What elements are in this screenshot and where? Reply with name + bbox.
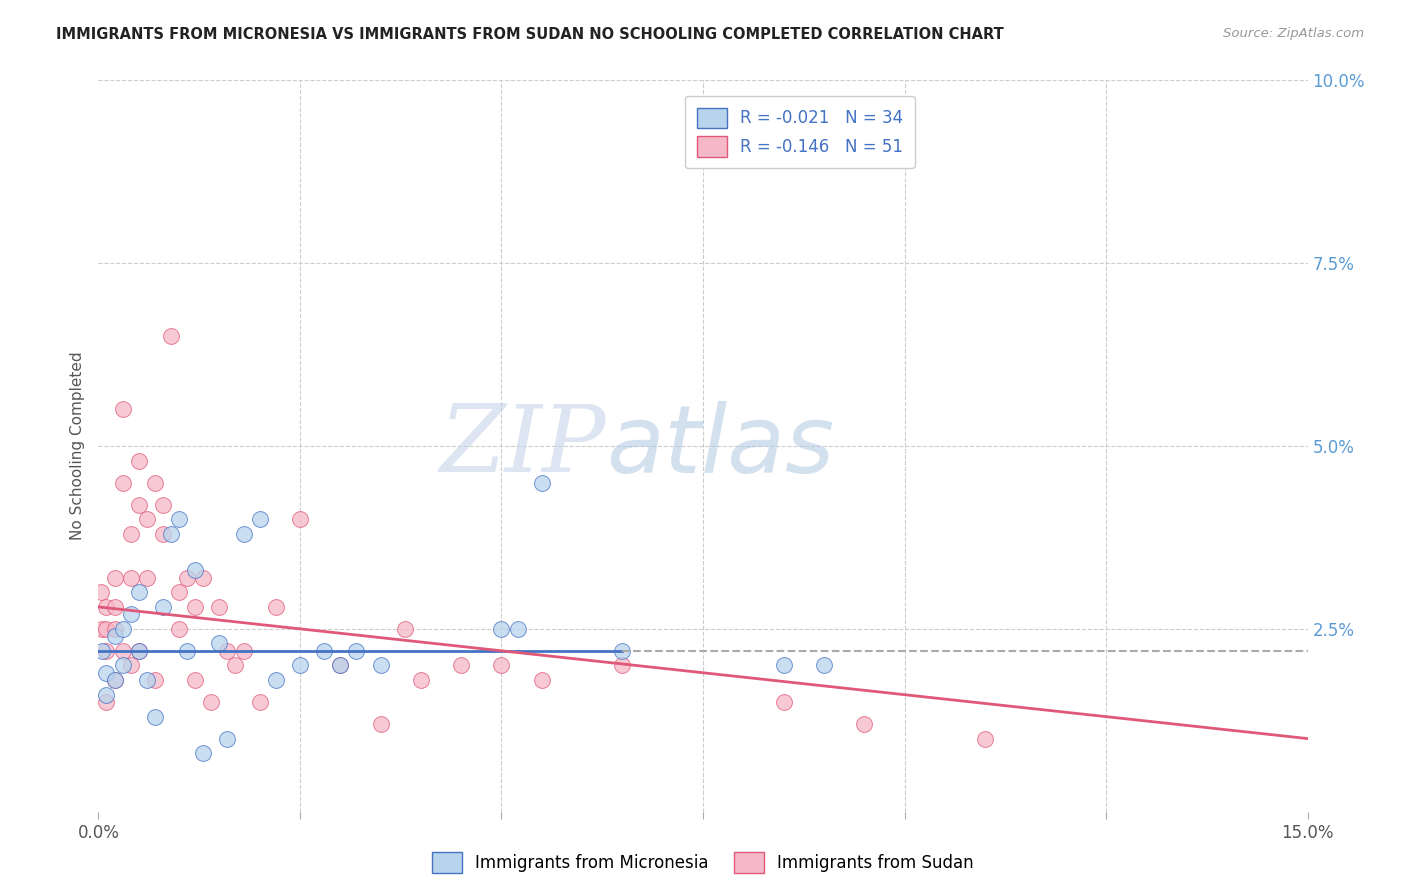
- Point: [167, 622, 190, 636]
- Point: [91, 644, 114, 658]
- Point: [530, 475, 553, 490]
- Point: [152, 599, 174, 614]
- Point: [90, 585, 112, 599]
- Point: [409, 673, 432, 687]
- Point: [96, 688, 118, 702]
- Point: [167, 585, 190, 599]
- Text: atlas: atlas: [606, 401, 835, 491]
- Point: [103, 629, 125, 643]
- Point: [491, 622, 513, 636]
- Point: [853, 717, 876, 731]
- Point: [120, 526, 142, 541]
- Point: [111, 644, 134, 658]
- Point: [91, 622, 114, 636]
- Point: [103, 571, 125, 585]
- Point: [249, 512, 271, 526]
- Point: [491, 658, 513, 673]
- Point: [217, 644, 239, 658]
- Text: ZIP: ZIP: [440, 401, 606, 491]
- Point: [184, 599, 207, 614]
- Point: [370, 658, 392, 673]
- Point: [217, 731, 239, 746]
- Point: [96, 644, 118, 658]
- Point: [128, 585, 150, 599]
- Point: [200, 695, 222, 709]
- Point: [103, 599, 125, 614]
- Point: [152, 526, 174, 541]
- Point: [772, 658, 794, 673]
- Point: [249, 695, 271, 709]
- Point: [329, 658, 352, 673]
- Point: [370, 717, 392, 731]
- Point: [152, 498, 174, 512]
- Point: [111, 658, 134, 673]
- Point: [329, 658, 352, 673]
- Point: [176, 571, 198, 585]
- Point: [128, 453, 150, 467]
- Point: [772, 695, 794, 709]
- Point: [143, 709, 166, 723]
- Point: [128, 644, 150, 658]
- Point: [96, 695, 118, 709]
- Point: [96, 622, 118, 636]
- Point: [96, 599, 118, 614]
- Point: [135, 512, 157, 526]
- Text: Source: ZipAtlas.com: Source: ZipAtlas.com: [1223, 27, 1364, 40]
- Point: [232, 644, 254, 658]
- Point: [264, 599, 287, 614]
- Point: [224, 658, 246, 673]
- Point: [193, 746, 215, 760]
- Point: [103, 673, 125, 687]
- Point: [184, 563, 207, 577]
- Point: [288, 512, 311, 526]
- Point: [264, 673, 287, 687]
- Point: [394, 622, 416, 636]
- Point: [103, 622, 125, 636]
- Legend: Immigrants from Micronesia, Immigrants from Sudan: Immigrants from Micronesia, Immigrants f…: [426, 846, 980, 880]
- Point: [111, 402, 134, 417]
- Point: [103, 673, 125, 687]
- Point: [612, 644, 634, 658]
- Point: [120, 607, 142, 622]
- Point: [176, 644, 198, 658]
- Point: [193, 571, 215, 585]
- Point: [128, 644, 150, 658]
- Point: [135, 571, 157, 585]
- Point: [506, 622, 529, 636]
- Point: [813, 658, 835, 673]
- Point: [167, 512, 190, 526]
- Point: [530, 673, 553, 687]
- Legend: R = -0.021   N = 34, R = -0.146   N = 51: R = -0.021 N = 34, R = -0.146 N = 51: [685, 96, 915, 169]
- Point: [314, 644, 336, 658]
- Y-axis label: No Schooling Completed: No Schooling Completed: [69, 351, 84, 541]
- Point: [96, 665, 118, 680]
- Point: [120, 658, 142, 673]
- Point: [160, 329, 183, 343]
- Point: [232, 526, 254, 541]
- Point: [143, 475, 166, 490]
- Text: IMMIGRANTS FROM MICRONESIA VS IMMIGRANTS FROM SUDAN NO SCHOOLING COMPLETED CORRE: IMMIGRANTS FROM MICRONESIA VS IMMIGRANTS…: [56, 27, 1004, 42]
- Point: [208, 599, 231, 614]
- Point: [288, 658, 311, 673]
- Point: [450, 658, 472, 673]
- Point: [612, 658, 634, 673]
- Point: [120, 571, 142, 585]
- Point: [135, 673, 157, 687]
- Point: [344, 644, 367, 658]
- Point: [111, 475, 134, 490]
- Point: [208, 636, 231, 650]
- Point: [111, 622, 134, 636]
- Point: [184, 673, 207, 687]
- Point: [143, 673, 166, 687]
- Point: [128, 498, 150, 512]
- Point: [160, 526, 183, 541]
- Point: [974, 731, 997, 746]
